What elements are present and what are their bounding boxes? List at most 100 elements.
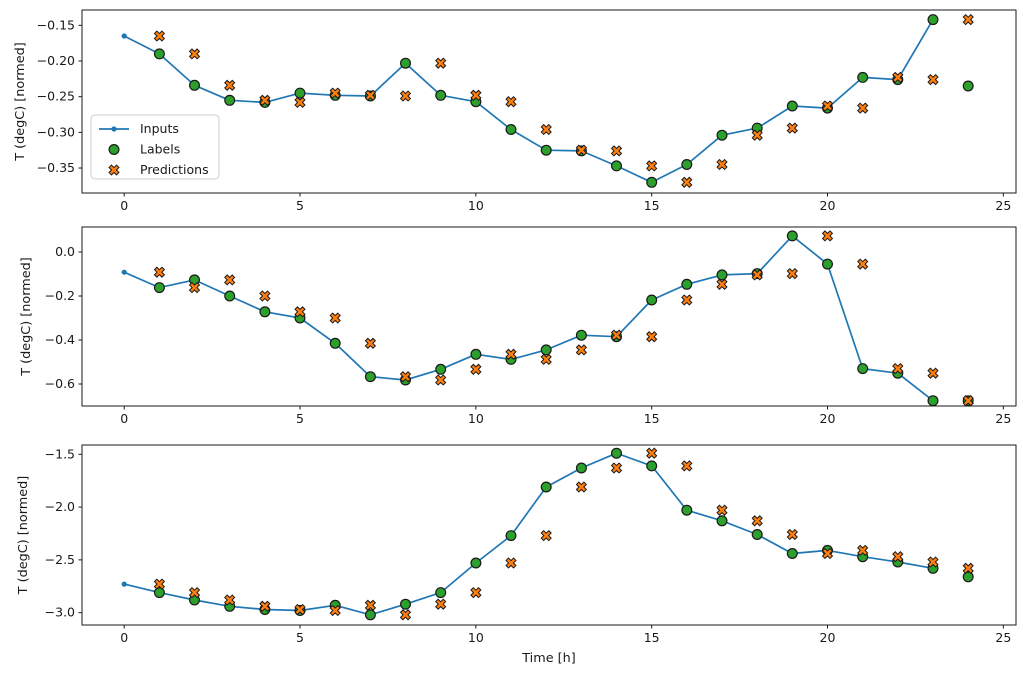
prediction-marker: [540, 123, 552, 136]
x-tick-label: 20: [820, 630, 836, 645]
prediction-marker: [716, 278, 728, 290]
prediction-marker: [364, 89, 377, 101]
x-tick-label: 25: [995, 630, 1011, 645]
y-axis-label: T (degC) [normed]: [13, 42, 28, 161]
prediction-marker: [786, 267, 798, 280]
prediction-marker: [575, 481, 588, 493]
label-marker: [716, 269, 728, 281]
prediction-marker: [892, 551, 904, 563]
label-marker: [505, 530, 517, 542]
y-tick-label: 0.0: [55, 244, 75, 259]
prediction-marker: [857, 544, 869, 557]
prediction-marker: [646, 331, 658, 343]
subplot-2: 0.0 −0.2 −0.4 −0.6 0 5 10 15 20 25 T (degC) [norme…: [19, 226, 1017, 426]
x-tick-label: 0: [120, 411, 128, 426]
label-marker: [435, 363, 447, 375]
x-tick-label: 10: [468, 411, 484, 426]
label-marker: [646, 460, 658, 472]
prediction-marker: [610, 462, 623, 474]
prediction-marker: [716, 158, 728, 171]
prediction-marker: [821, 100, 834, 112]
label-marker: [470, 557, 482, 569]
label-marker: [153, 282, 165, 294]
axes-frame: [81, 9, 1017, 194]
prediction-marker: [751, 269, 763, 281]
prediction-marker: [751, 129, 763, 141]
prediction-marker: [505, 96, 517, 108]
x-tick-label: 15: [644, 630, 660, 645]
prediction-marker: [364, 599, 377, 611]
label-marker: [646, 176, 658, 188]
label-marker: [153, 587, 165, 599]
prediction-marker: [575, 144, 588, 156]
label-marker: [435, 89, 447, 101]
y-tick-label: −0.20: [37, 53, 75, 68]
legend-item-label: Predictions: [140, 162, 209, 177]
prediction-marker: [962, 13, 974, 26]
label-marker: [646, 294, 658, 306]
x-axis-label: Time [h]: [521, 651, 575, 666]
prediction-marker: [610, 145, 623, 157]
label-marker: [786, 230, 798, 242]
y-tick-label: −0.2: [45, 288, 75, 303]
label-marker: [681, 159, 693, 171]
prediction-marker: [399, 90, 412, 102]
prediction-marker: [646, 160, 658, 172]
label-marker: [540, 144, 552, 156]
prediction-marker: [435, 57, 447, 69]
label-marker: [716, 515, 728, 527]
label-marker: [716, 129, 728, 141]
label-marker: [927, 395, 939, 407]
label-marker: [435, 587, 447, 599]
legend-labels-marker-sample: [108, 144, 120, 156]
label-marker: [962, 80, 974, 92]
prediction-marker: [294, 603, 306, 616]
prediction-marker: [329, 604, 341, 617]
prediction-marker: [294, 306, 306, 318]
prediction-marker: [470, 89, 482, 101]
label-marker: [857, 363, 869, 375]
prediction-marker: [927, 556, 939, 568]
prediction-marker: [751, 515, 763, 527]
prediction-marker: [681, 176, 693, 188]
label-marker: [400, 57, 412, 69]
prediction-marker: [610, 329, 623, 341]
prediction-marker: [224, 594, 236, 606]
inputs-line: [123, 235, 934, 402]
legend-item-label: Labels: [140, 142, 180, 157]
legend-box: [90, 114, 220, 180]
label-marker: [821, 258, 833, 270]
prediction-marker: [364, 337, 377, 349]
label-marker: [681, 504, 693, 516]
label-marker: [786, 100, 798, 112]
y-tick-label: −0.35: [37, 160, 75, 175]
label-marker: [540, 481, 552, 493]
legend: Inputs Labels Predictions: [90, 114, 220, 180]
inputs-line: [124, 452, 934, 616]
y-tick-label: −0.6: [45, 376, 75, 391]
label-marker: [857, 71, 869, 83]
y-axis-label: T (degC) [normed]: [16, 476, 31, 595]
label-marker: [540, 344, 552, 356]
prediction-marker: [892, 71, 904, 84]
prediction-marker: [927, 73, 939, 86]
label-marker: [153, 48, 165, 60]
y-tick-label: −0.15: [37, 17, 75, 32]
input-point-marker: [121, 33, 127, 39]
x-tick-label: 15: [644, 198, 660, 213]
prediction-marker: [259, 94, 271, 106]
axes-frame: [81, 226, 1017, 407]
prediction-marker: [224, 79, 236, 91]
prediction-marker: [259, 600, 271, 612]
y-tick-label: −0.4: [45, 332, 75, 347]
prediction-marker: [399, 371, 412, 383]
y-axis-label: T (degC) [normed]: [19, 257, 34, 376]
label-marker: [575, 462, 587, 474]
label-marker: [364, 371, 376, 383]
prediction-marker: [329, 87, 341, 99]
prediction-marker: [927, 367, 939, 379]
prediction-marker: [786, 122, 798, 134]
prediction-marker: [505, 348, 517, 360]
label-marker: [751, 528, 763, 540]
